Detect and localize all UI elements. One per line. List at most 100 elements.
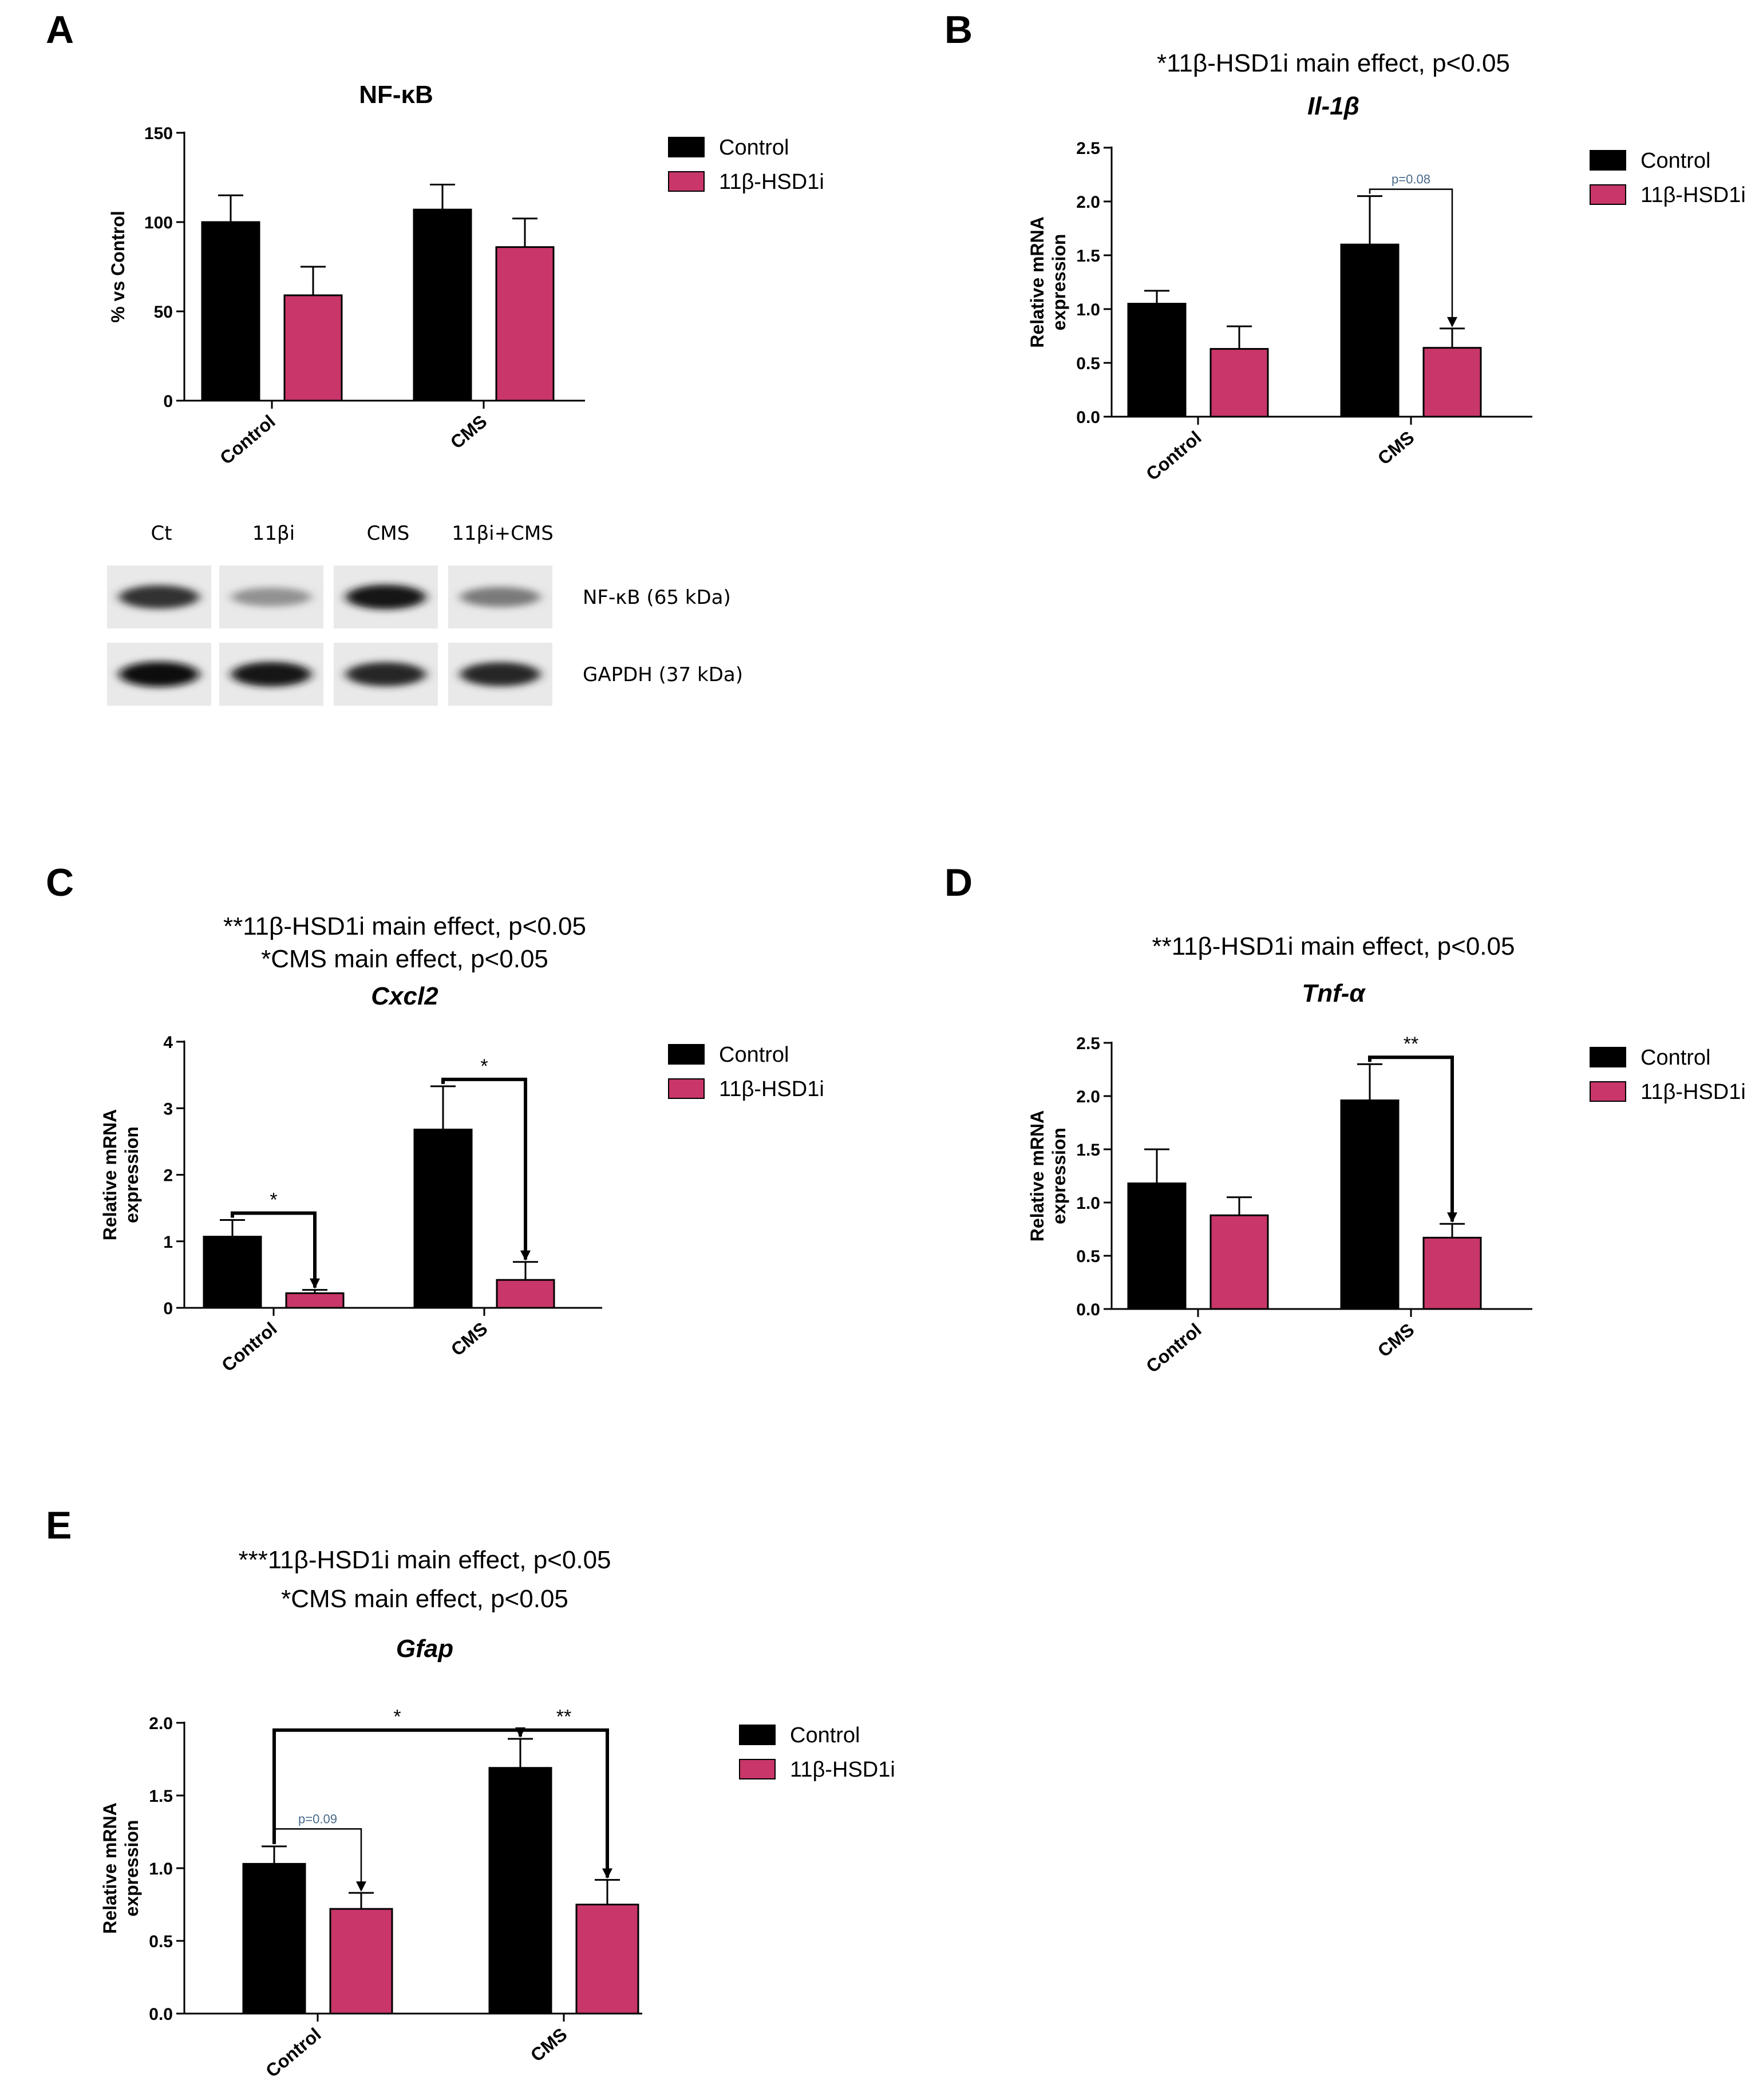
legend-label: 11β-HSD1i [790,1758,895,1782]
y-tick-label: 1.5 [149,1787,173,1806]
y-tick-label: 2.0 [1076,193,1100,212]
panel-letter: E [46,1504,72,1547]
y-tick-label: 2.0 [1076,1087,1100,1106]
blot-band [346,662,426,686]
legend-label: Control [1641,1046,1711,1070]
panel-e: E ***11β-HSD1i main effect, p<0.05 *CMS ma… [46,1504,895,2081]
legend-label: 11β-HSD1i [1641,183,1746,207]
significance-bracket [231,1211,317,1288]
y-tick-label: 0.0 [149,2005,173,2024]
legend-label: 11β-HSD1i [719,170,824,194]
significance-label: ** [556,1706,571,1728]
significance-label: * [393,1706,401,1728]
y-axis-label-line: Relative mRNA [100,1109,120,1240]
panel-c: C **11β-HSD1i main effect, p<0.05 *CMS mai… [46,861,824,1375]
legend-swatch [739,1725,776,1745]
significance-label: * [480,1055,488,1077]
significance-label: p=0.09 [298,1812,337,1826]
bracket-arrow [310,1278,320,1289]
y-axis-label: Relative mRNAexpression [1027,1110,1069,1241]
bar [413,208,472,402]
legend-swatch [739,1759,776,1779]
blot-lane-label: 11βi+CMS [452,522,554,545]
panel-letter: A [46,8,74,52]
x-category-label: Control [218,1318,280,1376]
bar [495,246,555,402]
y-axis-label-line: Relative mRNA [1027,1110,1048,1241]
panel-letter: D [944,861,973,904]
bar [1127,303,1187,418]
blot-row-label: NF-κB (65 kDa) [583,586,731,609]
legend: Control 11β-HSD1i [1590,1046,1746,1104]
y-axis-label-line: Relative mRNA [100,1802,120,1933]
legend-label: Control [790,1723,860,1747]
y-axis-label-line: % vs Control [108,211,128,323]
y-axis-label-line: Relative mRNA [1027,216,1048,347]
bar [496,1279,555,1309]
stat-note: *CMS main effect, p<0.05 [261,945,548,973]
y-axis-label: Relative mRNAexpression [100,1109,142,1240]
legend-label: Control [719,1043,789,1067]
blot-band [231,587,311,607]
significance-label: * [270,1189,277,1211]
legend: Control 11β-HSD1i [739,1723,895,1782]
bar [242,1862,306,2015]
legend-label: 11β-HSD1i [719,1077,824,1101]
y-axis-label: Relative mRNAexpression [100,1802,142,1933]
y-tick-label: 2 [163,1166,173,1185]
stat-note: **11β-HSD1i main effect, p<0.05 [223,912,586,940]
panel-b: B *11β-HSD1i main effect, p<0.05 Il-1β 0.0 0… [944,8,1746,484]
stat-note: *11β-HSD1i main effect, p<0.05 [1157,49,1510,77]
legend-label: 11β-HSD1i [1641,1080,1746,1104]
legend: Control 11β-HSD1i [668,1043,824,1101]
y-tick-label: 150 [144,124,173,143]
blot-band [119,585,199,609]
y-tick-label: 1 [163,1233,173,1252]
bar [575,1904,639,2015]
blot-lane-label: 11βi [252,522,295,545]
bar [1422,1236,1482,1310]
y-tick-label: 0.5 [149,1932,173,1951]
blot-band [231,662,311,687]
bracket-arrow [356,1881,366,1892]
y-axis-label-line: expression [121,1820,142,1917]
significance-label: ** [1404,1033,1418,1055]
y-tick-label: 0 [163,1299,173,1318]
x-category-label: Control [262,2024,325,2082]
y-tick-label: 0.5 [1076,1247,1100,1266]
x-category-label: CMS [447,1318,492,1360]
bar [203,1236,262,1309]
chart-title: Cxcl2 [371,982,438,1010]
bar [283,294,343,402]
y-tick-label: 1.0 [149,1860,173,1878]
blot-band [460,662,540,686]
y-tick-label: 1.5 [1076,247,1100,266]
stat-note: **11β-HSD1i main effect, p<0.05 [1152,932,1515,960]
x-category-label: CMS [1374,427,1418,469]
x-category-label: CMS [1374,1319,1418,1361]
x-category-label: Control [216,411,279,469]
blot-band [119,662,199,687]
y-axis-label-line: expression [121,1126,142,1223]
significance-bracket [441,1077,527,1260]
legend-label: Control [719,136,789,160]
bar [201,221,260,402]
significance-bracket [272,1728,522,1844]
bar [285,1292,345,1309]
blot-band [460,587,540,607]
y-axis-label: Relative mRNAexpression [1027,216,1069,347]
chart-title: Gfap [396,1635,453,1663]
panel-letter: C [46,861,74,904]
stat-note: *CMS main effect, p<0.05 [281,1585,568,1613]
bar [1340,243,1400,418]
legend: Control 11β-HSD1i [668,136,824,194]
y-tick-label: 2.0 [149,1714,173,1733]
x-category-label: CMS [446,411,491,453]
y-tick-label: 4 [163,1033,173,1052]
y-tick-label: 2.5 [1076,139,1100,158]
bracket-arrow [1447,1212,1457,1223]
blot-row-label: GAPDH (37 kDa) [583,663,743,686]
y-axis-label: % vs Control [108,211,128,323]
western-blot: Ct 11βi CMS 11βi+CMS NF-κB (65 kDa) GAPDH (37… [107,522,743,706]
bar [488,1767,552,2015]
